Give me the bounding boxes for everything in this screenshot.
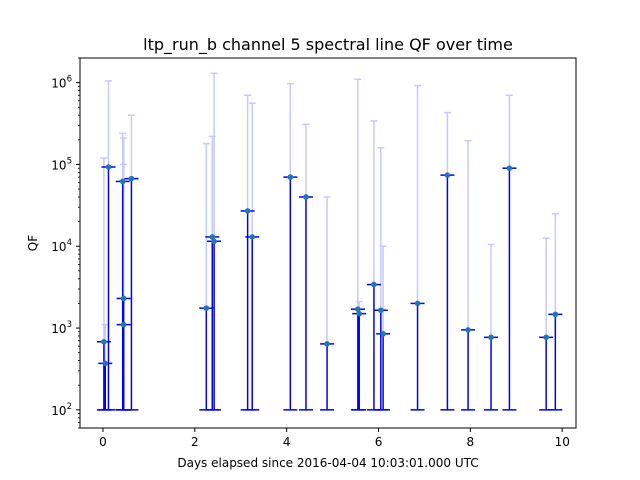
y-tick-label: 106: [51, 75, 72, 91]
data-point: [287, 174, 294, 180]
data-point: [552, 311, 559, 318]
data-point: [324, 341, 330, 347]
data-point: [209, 234, 216, 240]
outer-error-bars: [100, 72, 559, 364]
data-point: [203, 305, 210, 311]
y-axis: 102 103 104 105 106: [51, 57, 80, 429]
x-axis: 0 2 4 6 8 10: [99, 428, 570, 449]
x-tick-label: 8: [467, 435, 475, 449]
y-axis-label: QF: [26, 235, 40, 251]
x-tick-label: 2: [191, 435, 199, 449]
y-tick-label: 103: [51, 320, 72, 336]
data-point: [120, 295, 127, 302]
chart-title: ltp_run_b channel 5 spectral line QF ove…: [143, 35, 513, 55]
data-point: [119, 178, 126, 185]
x-tick-label: 6: [375, 435, 383, 449]
data-point: [378, 307, 384, 314]
data-point: [355, 306, 361, 312]
y-tick-label: 105: [51, 156, 72, 172]
data-point: [102, 360, 109, 367]
data-point: [105, 164, 112, 170]
data-point: [303, 194, 309, 200]
data-point: [414, 300, 421, 307]
data-point: [356, 310, 363, 317]
data-point: [543, 334, 549, 341]
data-point: [488, 334, 494, 341]
data-point: [371, 281, 377, 288]
data-point: [465, 327, 471, 333]
data-point: [444, 172, 451, 178]
y-tick-label: 104: [51, 238, 72, 254]
x-axis-label: Days elapsed since 2016-04-04 10:03:01.0…: [177, 456, 478, 470]
x-tick-label: 4: [283, 435, 291, 449]
plot-frame: [79, 57, 577, 429]
data-point: [128, 175, 135, 182]
data-point: [101, 338, 107, 345]
data-point: [380, 331, 386, 337]
data-point: [120, 321, 127, 328]
x-tick-label: 0: [99, 435, 107, 449]
data-point: [249, 234, 256, 240]
data-point: [244, 208, 251, 214]
y-tick-label: 102: [51, 402, 72, 418]
data-point: [211, 238, 217, 245]
x-tick-label: 10: [555, 435, 570, 449]
data-point: [506, 165, 513, 171]
data-points: [101, 164, 559, 367]
